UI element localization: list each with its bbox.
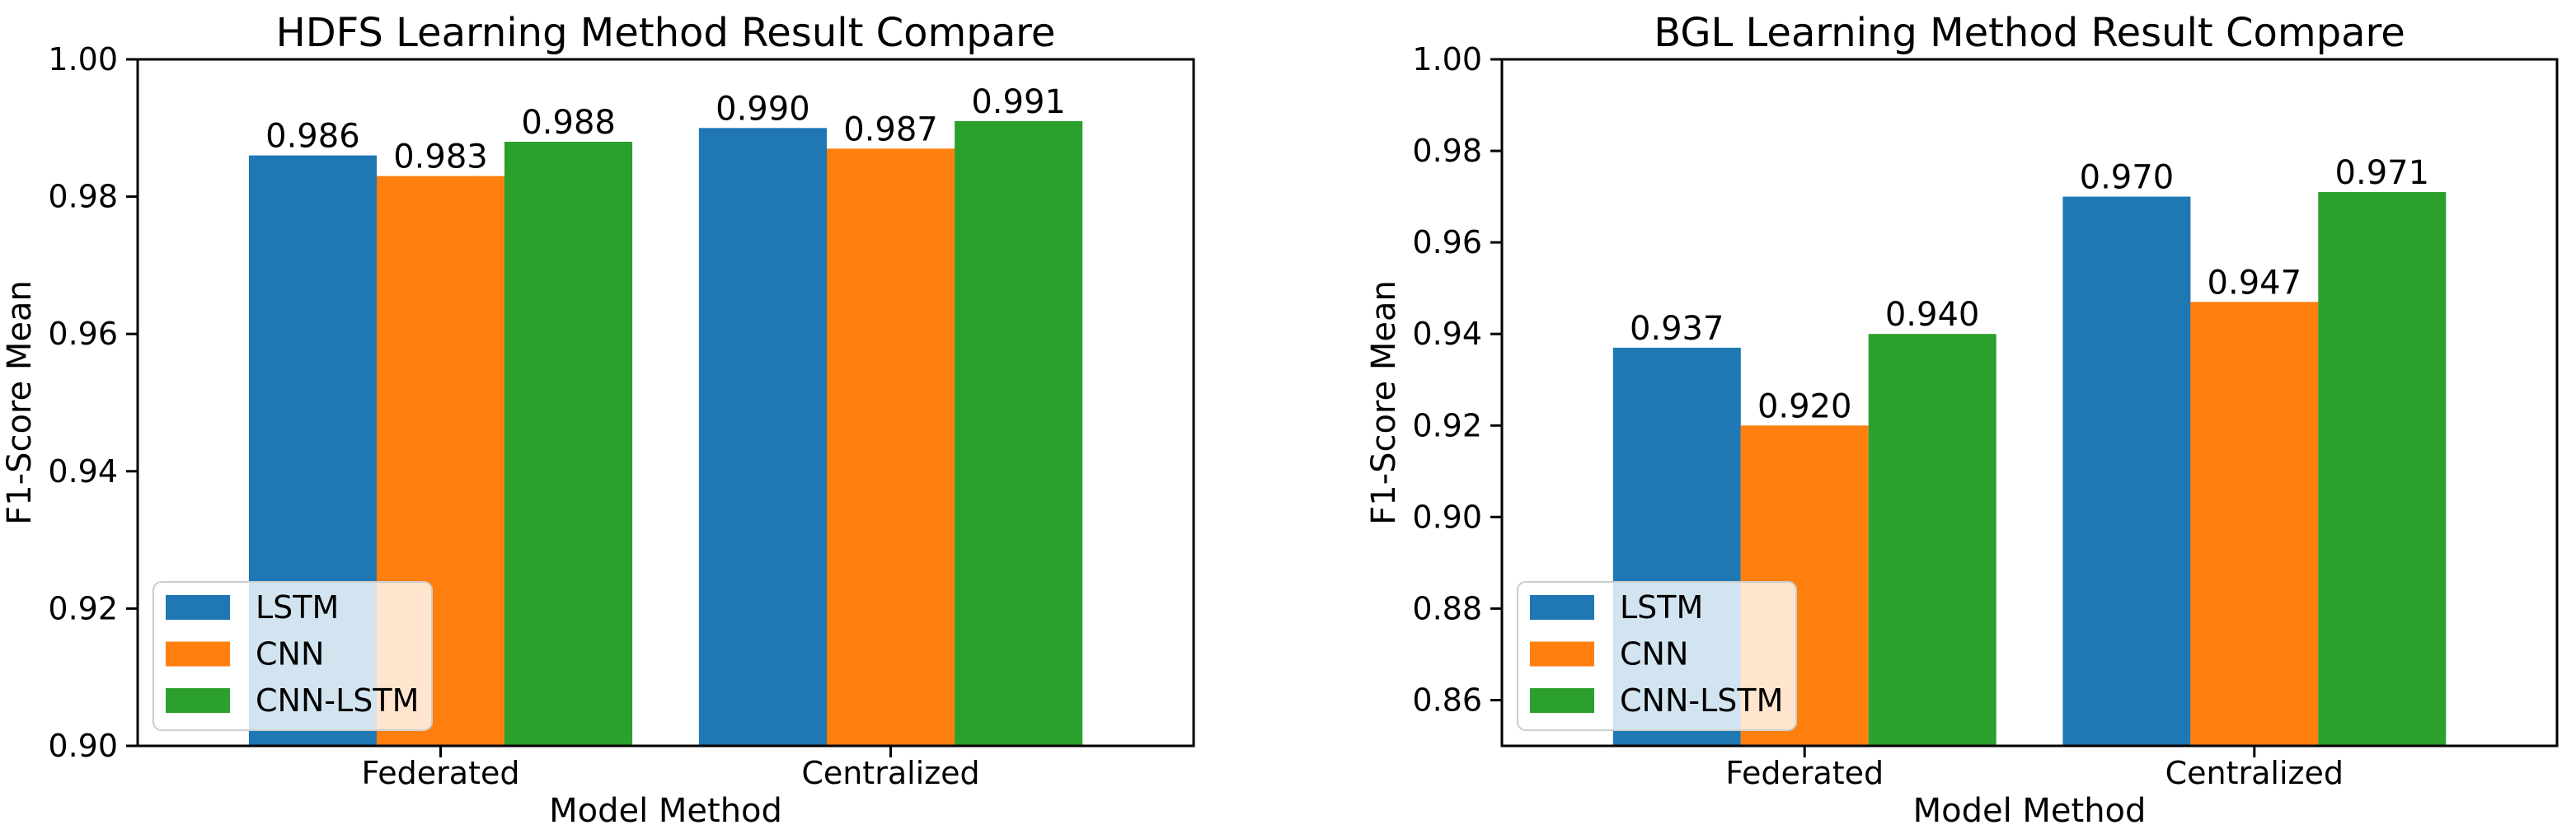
bar-value-label: 0.970 (2080, 159, 2175, 197)
y-tick-label: 0.90 (48, 728, 118, 764)
bar-lstm-centralized (2062, 196, 2191, 747)
y-tick-label: 0.96 (1412, 224, 1482, 260)
bar-value-label: 0.986 (265, 118, 360, 156)
bar-cnn-lstm-centralized (2318, 192, 2447, 746)
chart-title: HDFS Learning Method Result Compare (276, 10, 1056, 56)
legend-swatch-lstm (1530, 595, 1594, 620)
y-tick-label: 0.92 (48, 590, 118, 626)
y-axis-label: F1-Score Mean (1, 280, 39, 525)
legend-label-lstm: LSTM (256, 589, 339, 626)
y-tick-label: 0.96 (48, 316, 118, 352)
y-tick-label: 0.90 (1412, 499, 1482, 535)
legend-swatch-cnn (1530, 641, 1594, 667)
y-axis-label: F1-Score Mean (1365, 280, 1403, 525)
bar-cnn-lstm-centralized (955, 121, 1083, 746)
y-tick-label: 0.94 (48, 453, 118, 490)
legend-swatch-lstm (166, 595, 230, 620)
x-tick-label: Federated (1725, 755, 1884, 791)
x-axis-label: Model Method (1913, 792, 2147, 830)
bar-cnn-lstm-federated (1868, 334, 1997, 746)
legend-label-cnn: CNN (256, 636, 324, 673)
bar-value-label: 0.988 (521, 104, 616, 142)
y-tick-label: 1.00 (48, 41, 118, 77)
chart-title: BGL Learning Method Result Compare (1654, 10, 2405, 56)
chart-hdfs: 0.986 0.983 0.988 0.990 0.987 0.991 LSTM CNN CNN… (1, 10, 1195, 830)
y-tick-label: 0.98 (1412, 133, 1482, 169)
chart-bgl: 0.937 0.920 0.940 0.970 0.947 0.971 LSTM CNN CNN… (1365, 10, 2559, 830)
y-tick-label: 0.88 (1412, 590, 1482, 626)
legend: LSTM CNN CNN-LSTM (1517, 581, 1797, 731)
legend-swatch-cnn-lstm (1530, 688, 1594, 713)
axes-frame (1500, 58, 2559, 748)
legend-label-lstm: LSTM (1620, 589, 1703, 626)
legend-label-cnn: CNN (1620, 636, 1688, 673)
legend-swatch-cnn (166, 641, 230, 667)
bar-cnn-lstm-federated (504, 142, 633, 746)
x-tick-label: Federated (362, 755, 520, 791)
x-tick-label: Centralized (801, 755, 979, 791)
x-tick-label: Centralized (2165, 755, 2344, 791)
bar-value-label: 0.920 (1757, 387, 1852, 425)
bar-value-label: 0.971 (2335, 154, 2430, 192)
legend-label-cnn-lstm: CNN-LSTM (256, 682, 419, 719)
y-tick-label: 1.00 (1412, 41, 1482, 77)
bar-value-label: 0.987 (843, 110, 938, 148)
bar-value-label: 0.983 (393, 138, 488, 176)
bar-value-label: 0.940 (1885, 296, 1980, 334)
y-tick-label: 0.92 (1412, 407, 1482, 443)
bar-value-label: 0.990 (716, 90, 810, 128)
y-tick-label: 0.86 (1412, 682, 1482, 719)
legend: LSTM CNN CNN-LSTM (152, 581, 433, 731)
y-tick-label: 0.98 (48, 179, 118, 215)
x-axis-label: Model Method (549, 792, 782, 830)
bar-value-label: 0.991 (971, 83, 1066, 121)
y-tick-label: 0.94 (1412, 316, 1482, 352)
bar-lstm-centralized (698, 128, 827, 747)
bar-value-label: 0.947 (2208, 264, 2302, 302)
bar-value-label: 0.937 (1630, 310, 1724, 348)
axes-frame (136, 58, 1195, 748)
legend-label-cnn-lstm: CNN-LSTM (1620, 682, 1783, 719)
bar-cnn-centralized (827, 148, 955, 747)
bar-cnn-centralized (2190, 302, 2319, 746)
legend-swatch-cnn-lstm (166, 688, 230, 713)
